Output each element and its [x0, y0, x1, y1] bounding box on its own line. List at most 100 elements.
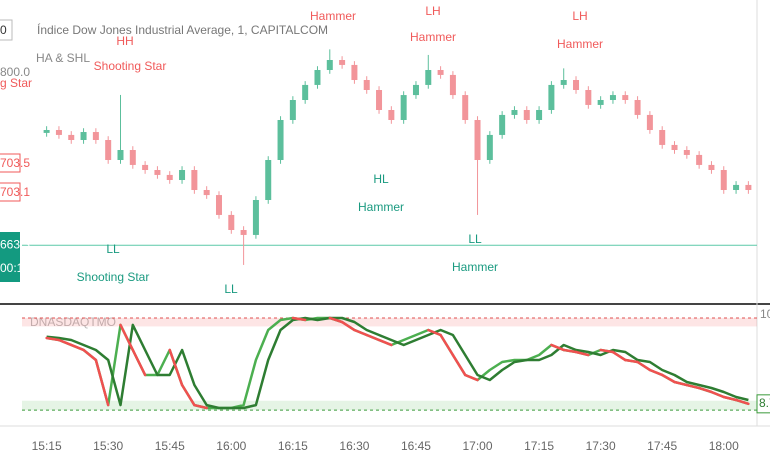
candle-body	[191, 170, 198, 190]
clipped-label: g Star	[0, 76, 32, 90]
candle-body	[252, 200, 259, 235]
pattern-label: LH	[425, 4, 440, 18]
chart-title: Índice Dow Jones Industrial Average, 1, …	[37, 22, 328, 37]
candle-body	[499, 114, 506, 135]
candle-body	[55, 130, 62, 135]
candle-body	[166, 174, 173, 180]
falling-segment	[193, 403, 208, 410]
last-value-box	[756, 394, 770, 414]
candle-body	[437, 70, 444, 75]
oscillator-line	[46, 316, 749, 410]
candle-body	[339, 60, 346, 65]
candle-body	[585, 90, 592, 105]
falling-segment	[734, 398, 750, 406]
pattern-label: Shooting Star	[77, 270, 150, 284]
candle-body	[745, 184, 752, 190]
falling-segment	[574, 350, 590, 357]
falling-segment	[94, 358, 110, 407]
x-tick-label: 17:45	[647, 439, 677, 453]
falling-segment	[611, 350, 627, 362]
falling-segment	[365, 333, 381, 342]
falling-segment	[562, 348, 578, 354]
falling-segment	[57, 338, 73, 347]
candle-body	[92, 132, 99, 140]
candle-body	[486, 134, 493, 160]
candle-body	[363, 80, 370, 90]
price-box	[0, 182, 21, 202]
x-tick-label: 16:00	[216, 439, 246, 453]
candle-body	[326, 60, 333, 70]
oscillator-name: DNASDAQTMO	[30, 315, 116, 329]
candle-body	[560, 80, 567, 85]
candle-body	[265, 160, 272, 200]
pattern-label: LH	[572, 9, 587, 23]
candle-body	[154, 170, 161, 175]
candle-body	[314, 70, 321, 85]
candle-body	[609, 95, 616, 100]
falling-segment	[648, 368, 664, 377]
candle-body	[511, 110, 518, 115]
falling-segment	[599, 348, 615, 354]
candle-body	[412, 84, 419, 96]
falling-segment	[451, 353, 467, 377]
last-value-label: 8.7	[759, 396, 770, 410]
falling-segment	[340, 320, 356, 332]
candle-body	[302, 84, 309, 100]
pattern-label: Hammer	[557, 37, 603, 51]
candle-body	[646, 114, 653, 130]
x-tick-label: 15:45	[155, 439, 185, 453]
candle-body	[277, 120, 284, 160]
candle-body	[536, 110, 543, 120]
pattern-label: Hammer	[310, 9, 356, 23]
candle-body	[548, 84, 555, 110]
pattern-label: Shooting Star	[94, 59, 167, 73]
falling-segment	[660, 373, 676, 384]
candle-body	[696, 154, 703, 165]
falling-segment	[624, 358, 639, 364]
candle-body	[376, 90, 383, 110]
falling-segment	[45, 336, 61, 342]
candle-body	[351, 64, 358, 80]
candle-body	[425, 70, 432, 85]
pattern-label: HL	[373, 172, 389, 186]
falling-segment	[550, 343, 565, 352]
candle-body	[683, 150, 690, 155]
falling-segment	[328, 316, 344, 324]
x-tick-label: 18:00	[709, 439, 739, 453]
candle-body	[597, 100, 604, 105]
pattern-label: HH	[116, 34, 133, 48]
corner-box	[0, 19, 13, 41]
upper-band	[22, 317, 757, 327]
candle-body	[215, 195, 222, 215]
x-tick-label: 15:30	[93, 439, 123, 453]
candle-body	[117, 150, 124, 160]
falling-segment	[636, 360, 652, 372]
price-label: 703.5	[0, 156, 30, 170]
x-tick-label: 16:45	[401, 439, 431, 453]
pattern-label: LL	[106, 242, 120, 256]
candle-body	[523, 110, 530, 120]
candle-body	[400, 95, 407, 120]
falling-segment	[697, 386, 713, 394]
candle-body	[80, 132, 87, 140]
candle-body	[289, 100, 296, 120]
level-label: 663.3	[0, 237, 30, 251]
candle-body	[203, 190, 210, 196]
indicator-name: HA & SHL	[36, 51, 90, 65]
candle-body	[129, 150, 136, 165]
falling-segment	[168, 348, 184, 387]
price-label: 703.1	[0, 185, 30, 199]
candle-body	[474, 120, 481, 160]
candle-body	[240, 230, 247, 235]
price-box	[0, 153, 21, 173]
x-tick-label: 16:30	[339, 439, 369, 453]
falling-segment	[69, 343, 85, 352]
corner-value: 0	[0, 23, 7, 37]
last-price-box	[0, 232, 20, 282]
candle-body	[388, 110, 395, 120]
candle-body	[43, 130, 50, 133]
candle-body	[720, 170, 727, 190]
candle-body	[634, 100, 641, 115]
